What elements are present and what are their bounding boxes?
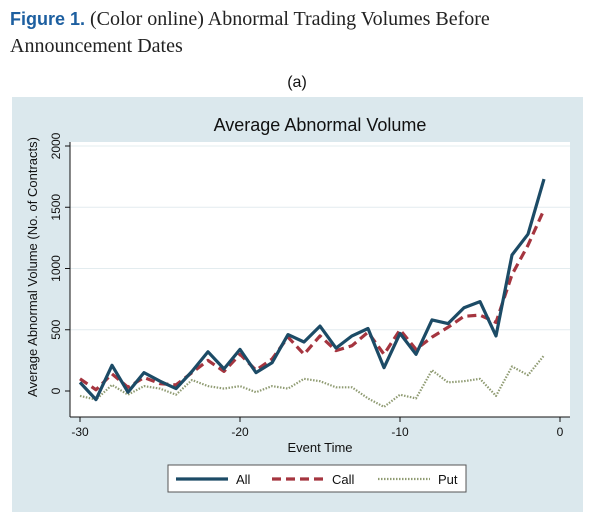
figure-label: Figure 1. [10, 9, 86, 29]
legend-label-put: Put [438, 472, 458, 487]
figure-title: (Color online) Abnormal Trading Volumes … [10, 8, 490, 57]
x-tick-label: 0 [557, 425, 564, 439]
y-tick-label: 0 [49, 387, 63, 394]
figure-caption: Figure 1. (Color online) Abnormal Tradin… [10, 6, 590, 60]
x-tick-label: -20 [231, 425, 249, 439]
plot-area [70, 142, 570, 417]
x-axis-label: Event Time [287, 440, 352, 455]
y-tick-label: 2000 [49, 132, 63, 159]
x-tick-label: -10 [391, 425, 409, 439]
series-line-all [78, 178, 546, 402]
panel-label: (a) [287, 74, 307, 91]
y-tick-label: 1000 [49, 255, 63, 282]
grid-lines [70, 145, 570, 331]
y-tick-label: 1500 [49, 194, 63, 221]
legend: All Call Put [176, 472, 458, 487]
y-tick-label: 500 [49, 319, 63, 339]
series-line-call [79, 209, 546, 392]
chart-title: Average Abnormal Volume [214, 115, 427, 135]
legend-label-all: All [236, 472, 251, 487]
axes: 0 500 1000 1500 2000 -30 -20 -10 0 [49, 132, 570, 439]
legend-label-call: Call [332, 472, 355, 487]
y-axis-label: Average Abnormal Volume (No. of Contract… [25, 137, 40, 397]
series-lines [78, 178, 546, 408]
x-tick-label: -30 [71, 425, 89, 439]
